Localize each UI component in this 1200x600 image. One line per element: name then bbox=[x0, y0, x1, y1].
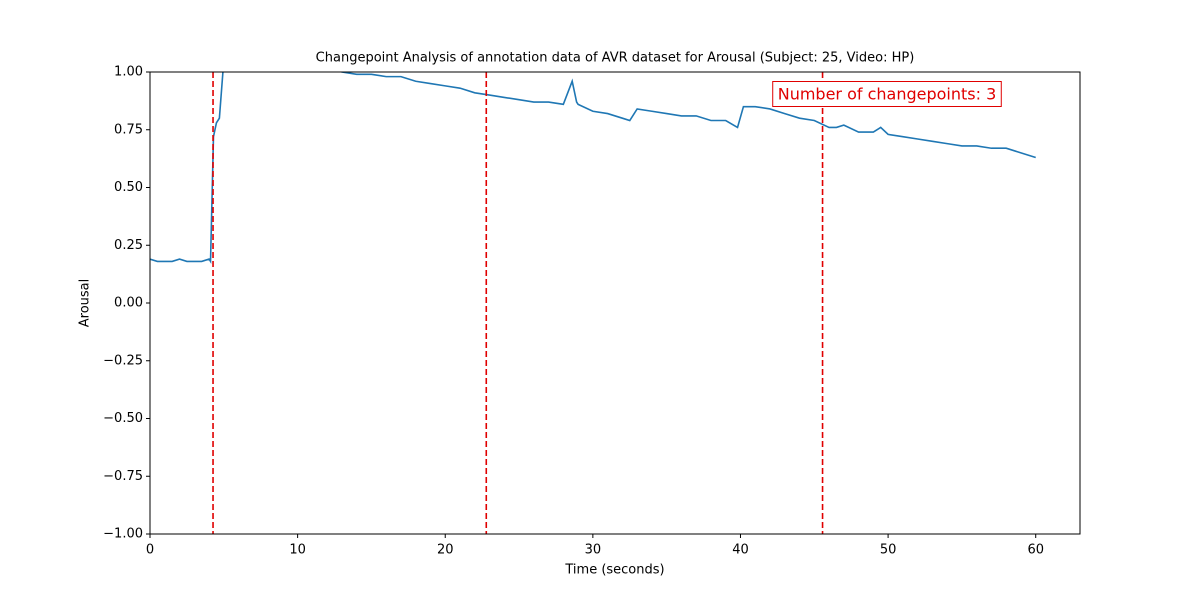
x-tick-label: 60 bbox=[1027, 543, 1044, 558]
y-tick-label: 1.00 bbox=[114, 65, 143, 80]
y-tick-label: −1.00 bbox=[103, 527, 143, 542]
plot-frame bbox=[149, 71, 1081, 535]
chart-title: Changepoint Analysis of annotation data … bbox=[316, 51, 915, 66]
x-tick-label: 30 bbox=[585, 543, 602, 558]
plot-area bbox=[150, 72, 1036, 265]
x-tick-label: 10 bbox=[289, 543, 306, 558]
y-tick-label: 0.00 bbox=[114, 296, 143, 311]
y-tick-label: −0.50 bbox=[103, 411, 143, 426]
y-axis-label: Arousal bbox=[78, 279, 93, 328]
y-tick-label: −0.75 bbox=[103, 469, 143, 484]
x-axis-label: Time (seconds) bbox=[564, 563, 664, 578]
y-tick-label: −0.25 bbox=[103, 353, 143, 368]
annotation-box bbox=[772, 81, 1002, 107]
x-tick-label: 0 bbox=[146, 543, 154, 558]
x-tick-label: 50 bbox=[880, 543, 897, 558]
x-tick-label: 20 bbox=[437, 543, 454, 558]
y-tick-label: 0.50 bbox=[114, 180, 143, 195]
x-tick-label: 40 bbox=[732, 543, 749, 558]
data-line bbox=[150, 72, 1036, 265]
y-tick-label: 0.25 bbox=[114, 238, 143, 253]
annotation: Number of changepoints: 3 bbox=[778, 85, 997, 104]
y-tick-label: 0.75 bbox=[114, 122, 143, 137]
